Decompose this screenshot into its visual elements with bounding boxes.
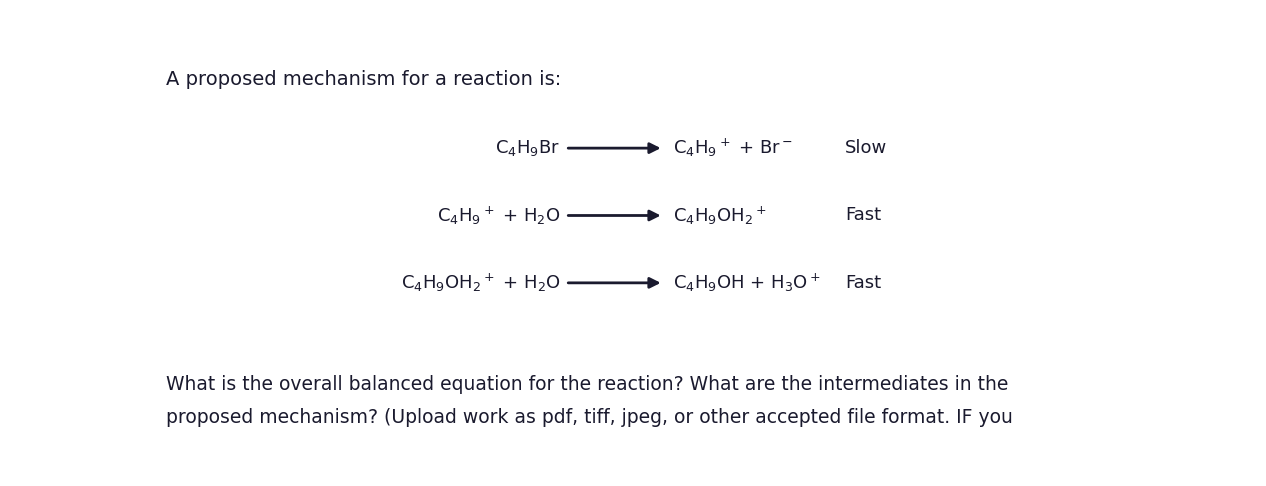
Text: C$_4$H$_9$OH + H$_3$O$^+$: C$_4$H$_9$OH + H$_3$O$^+$ [674, 272, 822, 294]
Text: C$_4$H$_9$OH$_2$$^+$ + H$_2$O: C$_4$H$_9$OH$_2$$^+$ + H$_2$O [400, 272, 561, 294]
Text: C$_4$H$_9$$^+$ + H$_2$O: C$_4$H$_9$$^+$ + H$_2$O [437, 204, 561, 226]
Text: Slow: Slow [846, 139, 887, 157]
Text: Fast: Fast [846, 274, 881, 292]
Text: Fast: Fast [846, 207, 881, 225]
Text: What is the overall balanced equation for the reaction? What are the intermediat: What is the overall balanced equation fo… [166, 375, 1009, 394]
Text: proposed mechanism? (Upload work as pdf, tiff, jpeg, or other accepted file form: proposed mechanism? (Upload work as pdf,… [166, 408, 1013, 427]
Text: C$_4$H$_9$Br: C$_4$H$_9$Br [495, 138, 561, 158]
Text: C$_4$H$_9$$^+$ + Br$^-$: C$_4$H$_9$$^+$ + Br$^-$ [674, 137, 793, 159]
Text: C$_4$H$_9$OH$_2$$^+$: C$_4$H$_9$OH$_2$$^+$ [674, 204, 767, 226]
Text: A proposed mechanism for a reaction is:: A proposed mechanism for a reaction is: [166, 69, 561, 88]
